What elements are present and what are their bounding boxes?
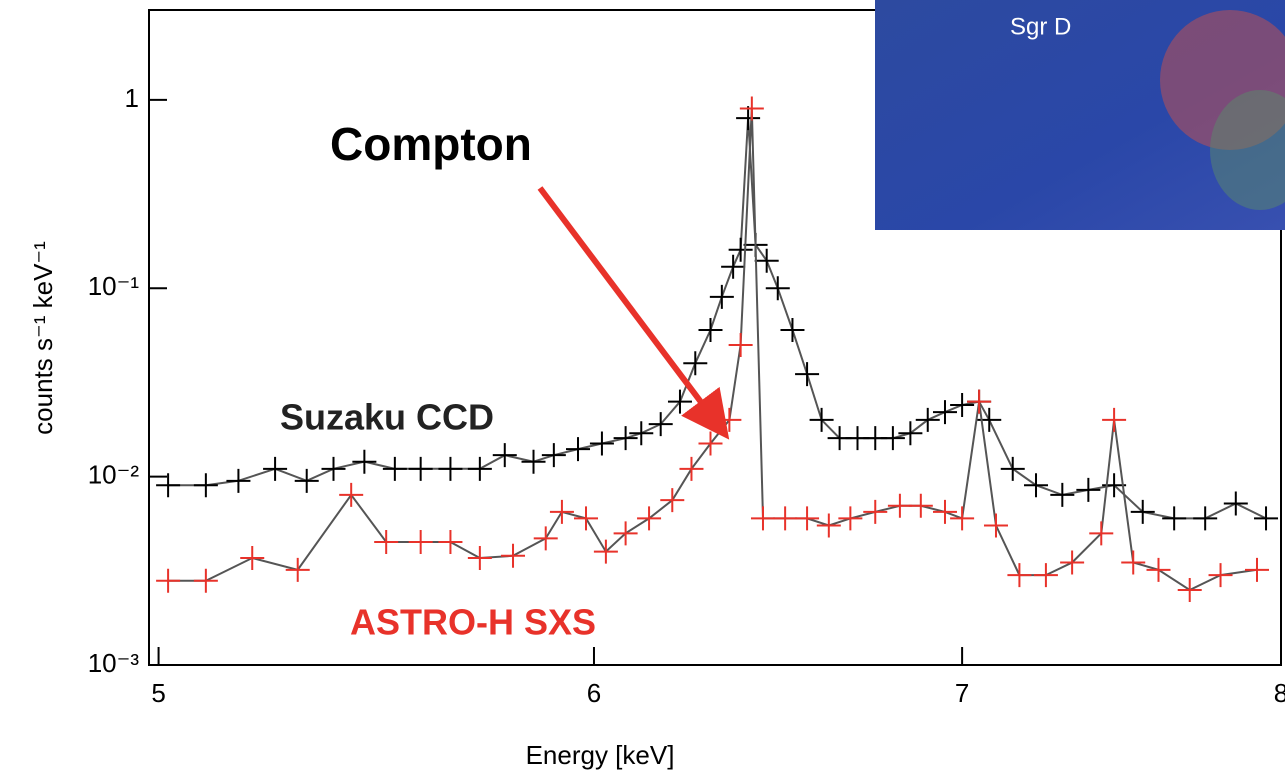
data-point	[1209, 563, 1233, 587]
data-point	[501, 544, 525, 568]
data-point	[1034, 563, 1058, 587]
data-point	[1007, 563, 1031, 587]
data-point	[194, 569, 218, 593]
data-point	[710, 285, 734, 309]
data-point	[438, 457, 462, 481]
data-point	[468, 457, 492, 481]
data-point	[468, 546, 492, 570]
data-point	[1024, 473, 1048, 497]
data-point	[226, 469, 250, 493]
data-point	[383, 457, 407, 481]
data-point	[984, 514, 1008, 538]
y-tick-label: 10⁻³	[88, 648, 140, 678]
data-point	[888, 494, 912, 518]
data-point	[679, 457, 703, 481]
data-point	[1254, 506, 1278, 530]
y-tick-label: 1	[125, 83, 139, 113]
data-point	[352, 450, 376, 474]
legend-label: Suzaku CCD	[280, 397, 494, 438]
legend-label: ASTRO-H SXS	[350, 602, 596, 643]
data-point	[1050, 483, 1074, 507]
data-point	[683, 351, 707, 375]
data-point	[550, 500, 574, 524]
data-point	[795, 506, 819, 530]
data-point	[240, 546, 264, 570]
data-point	[766, 276, 790, 300]
data-point	[698, 318, 722, 342]
data-point	[950, 393, 974, 417]
data-point	[755, 249, 779, 273]
data-point	[438, 530, 462, 554]
data-point	[780, 318, 804, 342]
data-point	[194, 473, 218, 497]
data-point	[263, 457, 287, 481]
data-point	[729, 333, 753, 357]
data-point	[1121, 551, 1145, 575]
data-point	[534, 526, 558, 550]
data-point	[409, 457, 433, 481]
data-point	[751, 506, 775, 530]
data-point	[1001, 457, 1025, 481]
x-axis-label: Energy [keV]	[526, 740, 675, 770]
data-point	[522, 450, 546, 474]
data-point	[740, 96, 764, 120]
data-point	[542, 443, 566, 467]
data-point	[1076, 478, 1100, 502]
data-point	[374, 530, 398, 554]
data-point	[1245, 558, 1269, 582]
data-point	[933, 500, 957, 524]
data-point	[698, 431, 722, 455]
data-point	[1178, 578, 1202, 602]
chart: 5 6 7 8 10⁻³ 10⁻² 10⁻¹ 1 Suzaku CCD ASTRO-H SXS E…	[0, 0, 1285, 779]
y-axis-label: counts s⁻¹ keV⁻¹	[28, 241, 58, 435]
data-point	[637, 506, 661, 530]
data-point	[286, 558, 310, 582]
data-point	[950, 506, 974, 530]
annotation: Compton	[330, 118, 532, 170]
data-point	[881, 426, 905, 450]
data-point	[795, 362, 819, 386]
data-point	[409, 530, 433, 554]
data-point	[574, 506, 598, 530]
data-point	[1162, 506, 1186, 530]
data-point	[1147, 558, 1171, 582]
data-point	[590, 431, 614, 455]
data-point	[909, 494, 933, 518]
x-tick-label: 7	[955, 678, 969, 708]
data-point	[614, 426, 638, 450]
data-point	[660, 488, 684, 512]
x-tick-label: 5	[151, 678, 165, 708]
x-tick-label: 8	[1274, 678, 1285, 708]
data-point	[898, 421, 922, 445]
data-point	[1193, 506, 1217, 530]
inset-label: Sgr D	[1010, 13, 1071, 40]
data-point	[295, 469, 319, 493]
data-point	[736, 106, 760, 130]
data-point	[339, 483, 363, 507]
data-point	[1224, 492, 1248, 516]
x-tick-label: 6	[587, 678, 601, 708]
y-tick-label: 10⁻²	[88, 460, 140, 490]
data-point	[863, 500, 887, 524]
data-point	[566, 437, 590, 461]
data-point	[967, 390, 991, 414]
data-point	[322, 457, 346, 481]
data-point	[838, 506, 862, 530]
data-point	[1102, 408, 1126, 432]
data-point	[817, 514, 841, 538]
annotation-arrow	[540, 188, 722, 430]
data-point	[773, 506, 797, 530]
inset: Sgr D	[875, 0, 1285, 230]
data-point	[493, 443, 517, 467]
data-point	[156, 569, 180, 593]
y-tick-label: 10⁻¹	[88, 271, 140, 301]
